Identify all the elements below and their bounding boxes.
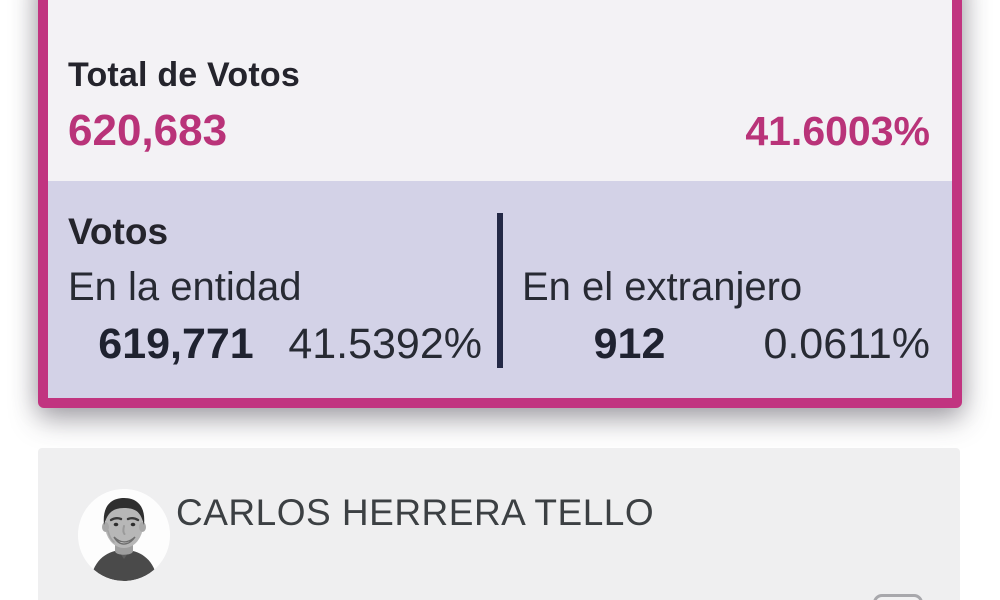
votes-label: Votos <box>68 211 169 252</box>
foreign-column: En el extranjero 912 0.0611% <box>500 210 952 398</box>
entity-label: En la entidad <box>68 265 302 309</box>
entity-values-row: 619,771 41.5392% <box>68 319 500 369</box>
entity-column: Votos En la entidad 619,771 41.5392% <box>48 210 500 398</box>
total-votes-percent: 41.6003% <box>745 108 930 154</box>
person-photo-icon <box>78 489 170 581</box>
column-divider <box>497 213 503 368</box>
total-votes-title: Total de Votos <box>68 56 300 94</box>
foreign-percent: 0.0611% <box>763 320 930 368</box>
candidate-row: CARLOS HERRERA TELLO <box>38 448 960 581</box>
foreign-votes: 912 <box>593 320 666 368</box>
candidate-name: CARLOS HERRERA TELLO <box>176 492 655 533</box>
entity-votes: 619,771 <box>98 320 254 368</box>
total-votes-row: 620,683 41.6003% <box>68 105 930 157</box>
total-votes-section: Total de Votos 620,683 41.6003% <box>48 0 952 181</box>
foreign-label: En el extranjero <box>522 265 803 309</box>
results-card: Total de Votos 620,683 41.6003% Votos En… <box>38 0 962 408</box>
candidate-avatar <box>78 489 170 581</box>
foreign-values-row: 912 0.0611% <box>522 319 952 369</box>
entity-percent: 41.5392% <box>288 320 482 368</box>
candidate-select-checkbox[interactable] <box>873 594 923 600</box>
votes-breakdown-section: Votos En la entidad 619,771 41.5392% En … <box>48 181 952 398</box>
candidate-card: CARLOS HERRERA TELLO <box>38 448 960 600</box>
total-votes-value: 620,683 <box>68 106 228 155</box>
